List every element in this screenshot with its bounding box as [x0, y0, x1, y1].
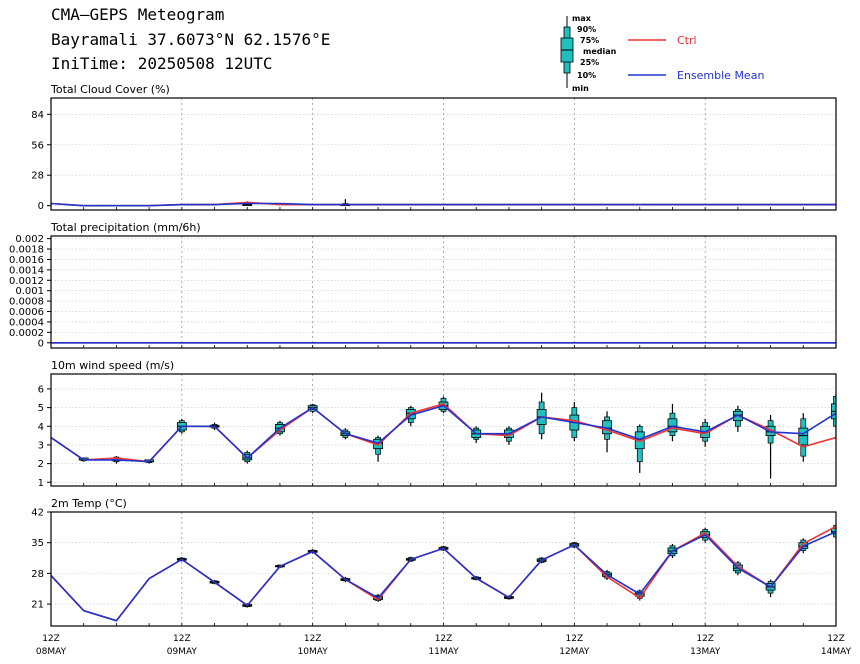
ensemble-box	[732, 405, 743, 432]
x-tick-label-time: 12Z	[696, 634, 714, 644]
legend-box-label: median	[583, 47, 617, 56]
box-25-75	[798, 427, 809, 446]
y-tick-label: 42	[31, 508, 44, 519]
panel-frame	[50, 235, 837, 349]
x-tick-label: 12Z 12MAY	[559, 634, 590, 657]
x-tick-label-date: 09MAY	[167, 647, 198, 657]
panel-frame	[50, 511, 837, 627]
y-tick-label: 84	[31, 110, 44, 121]
y-tick-label: 0.0018	[9, 245, 44, 256]
panel-title: Total Cloud Cover (%)	[50, 83, 170, 96]
plot-area	[51, 523, 836, 622]
panel-frame	[50, 373, 837, 487]
ensemble-mean-line	[51, 530, 836, 622]
y-tick-label: 56	[31, 140, 44, 151]
x-tick-label: 12Z 11MAY	[428, 634, 459, 657]
y-tick-label: 1	[38, 478, 44, 489]
ensemble-mean-line	[51, 404, 836, 463]
legend: max 90% 75% median 25% 10% min Ctrl Ensemble Mea…	[560, 14, 764, 93]
legend-mean-label: Ensemble Mean	[677, 69, 764, 82]
x-tick-label-date: 12MAY	[559, 647, 590, 657]
ensemble-box	[765, 415, 776, 479]
y-tick-label: 3	[38, 440, 44, 451]
x-tick-label-date: 13MAY	[690, 647, 721, 657]
panel-0: Total Cloud Cover (%) 0 28 56 84	[31, 83, 837, 212]
x-tick-label-date: 10MAY	[298, 647, 329, 657]
location-label: Bayramali 37.6073°N 62.1576°E	[51, 30, 331, 49]
ensemble-mean-line	[51, 202, 836, 207]
box-25-75	[765, 425, 776, 436]
chart-title: CMA—GEPS Meteogram	[51, 5, 225, 24]
plot-area	[51, 392, 836, 479]
x-tick-label-time: 12Z	[566, 634, 584, 644]
panel-title: 2m Temp (°C)	[51, 497, 127, 510]
x-tick-label: 12Z 13MAY	[690, 634, 721, 657]
legend-box-label: 90%	[577, 25, 596, 34]
x-tick-label-date: 14MAY	[821, 647, 852, 657]
ensemble-box	[634, 424, 645, 473]
y-tick-label: 21	[31, 600, 44, 611]
y-tick-label: 0.0002	[9, 328, 44, 339]
x-tick-label: 12Z 14MAY	[821, 634, 852, 657]
y-tick-label: 0.0012	[9, 276, 44, 287]
y-tick-label: 0.0004	[9, 317, 44, 328]
x-tick-label-date: 11MAY	[428, 647, 459, 657]
plot-area	[51, 199, 836, 207]
init-time-label: IniTime: 20250508 12UTC	[51, 54, 273, 73]
x-tick-label-time: 12Z	[42, 634, 60, 644]
ensemble-box	[831, 523, 836, 540]
y-tick-label: 0.001	[15, 286, 44, 297]
x-tick-label-time: 12Z	[435, 634, 453, 644]
panel-3: 2m Temp (°C) 21 28 35 42	[31, 497, 837, 627]
ensemble-box	[831, 392, 836, 440]
y-tick-label: 28	[31, 171, 44, 182]
legend-box-label: max	[572, 14, 592, 23]
y-tick-label: 0.002	[15, 234, 44, 245]
y-tick-label: 0.0008	[9, 297, 44, 308]
legend-ctrl-label: Ctrl	[677, 34, 697, 47]
ensemble-box	[536, 392, 547, 440]
x-tick-label: 12Z 10MAY	[298, 634, 329, 657]
panel-frame	[50, 97, 837, 211]
panel-1: Total precipitation (mm/6h) 00.00020.0004…	[9, 221, 837, 349]
y-tick-label: 6	[38, 384, 44, 395]
legend-box-label: min	[572, 84, 589, 93]
panel-title: 10m wind speed (m/s)	[51, 359, 174, 372]
y-tick-label: 28	[31, 569, 44, 580]
ensemble-box	[667, 403, 678, 442]
y-tick-label: 0	[38, 201, 44, 212]
ensemble-box	[798, 413, 809, 462]
x-tick-label: 12Z 09MAY	[167, 634, 198, 657]
y-tick-label: 35	[31, 538, 44, 549]
x-tick-label-date: 08MAY	[36, 647, 67, 657]
legend-box-label: 75%	[580, 36, 599, 45]
panel-title: Total precipitation (mm/6h)	[50, 221, 201, 234]
y-tick-label: 5	[38, 403, 44, 414]
legend-box-label: 10%	[577, 71, 596, 80]
x-tick-label-time: 12Z	[827, 634, 845, 644]
plot-area	[51, 341, 836, 344]
ensemble-mean-line	[51, 341, 836, 344]
y-tick-label: 0.0014	[9, 265, 44, 276]
box-25-75	[831, 527, 836, 535]
y-tick-label: 0.0006	[9, 307, 44, 318]
panel-2: 10m wind speed (m/s) 1 2 3 4 5 6	[38, 359, 837, 489]
box-25-75	[667, 418, 678, 433]
y-tick-label: 4	[38, 422, 44, 433]
y-tick-label: 0.0016	[9, 255, 44, 266]
y-tick-label: 0	[38, 338, 44, 349]
x-tick-label: 12Z 08MAY	[36, 634, 67, 657]
x-tick-label-time: 12Z	[304, 634, 322, 644]
legend-box-label: 25%	[580, 58, 599, 67]
y-tick-label: 2	[38, 459, 44, 470]
x-tick-label-time: 12Z	[173, 634, 191, 644]
